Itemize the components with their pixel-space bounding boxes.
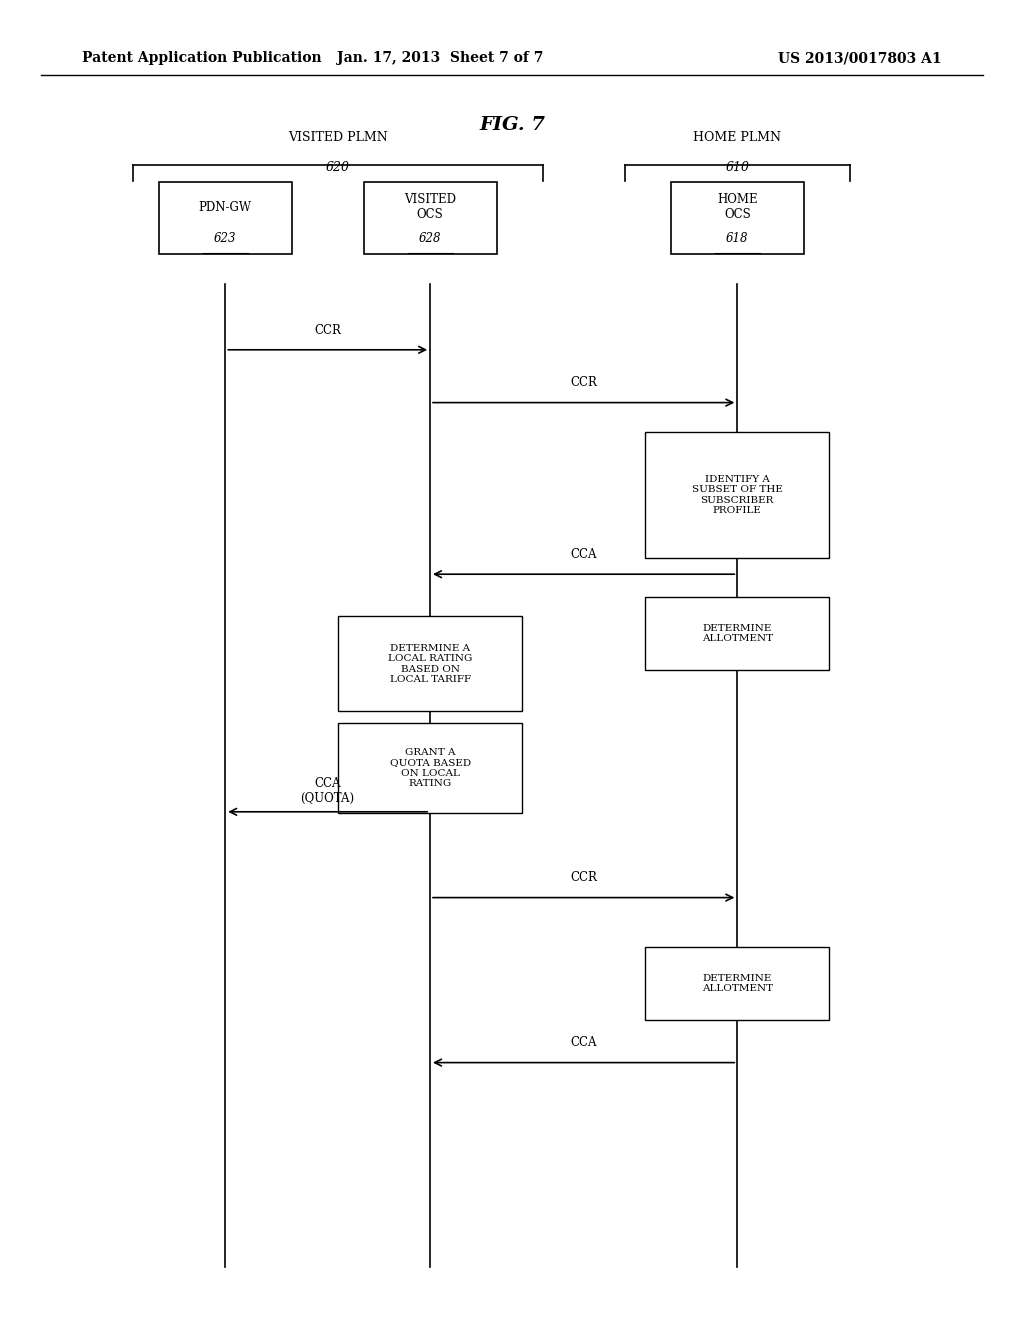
Text: US 2013/0017803 A1: US 2013/0017803 A1: [778, 51, 942, 65]
Text: DETERMINE
ALLOTMENT: DETERMINE ALLOTMENT: [701, 624, 773, 643]
Text: 618: 618: [726, 232, 749, 246]
Text: Patent Application Publication: Patent Application Publication: [82, 51, 322, 65]
Text: IDENTIFY A
SUBSET OF THE
SUBSCRIBER
PROFILE: IDENTIFY A SUBSET OF THE SUBSCRIBER PROF…: [692, 475, 782, 515]
Text: 620: 620: [326, 161, 350, 174]
Text: CCR: CCR: [570, 376, 597, 389]
Text: GRANT A
QUOTA BASED
ON LOCAL
RATING: GRANT A QUOTA BASED ON LOCAL RATING: [389, 748, 471, 788]
FancyBboxPatch shape: [159, 181, 292, 253]
FancyBboxPatch shape: [645, 948, 829, 1019]
Text: CCA: CCA: [570, 1036, 597, 1049]
Text: HOME PLMN: HOME PLMN: [693, 131, 781, 144]
FancyBboxPatch shape: [645, 597, 829, 671]
FancyBboxPatch shape: [338, 723, 522, 813]
Text: VISITED PLMN: VISITED PLMN: [288, 131, 388, 144]
Text: 610: 610: [725, 161, 750, 174]
FancyBboxPatch shape: [671, 181, 804, 253]
Text: 628: 628: [419, 232, 441, 246]
FancyBboxPatch shape: [364, 181, 497, 253]
Text: CCR: CCR: [314, 323, 341, 337]
FancyBboxPatch shape: [338, 616, 522, 711]
FancyBboxPatch shape: [645, 433, 829, 557]
Text: FIG. 7: FIG. 7: [479, 116, 545, 135]
Text: CCA: CCA: [570, 548, 597, 561]
Text: CCR: CCR: [570, 871, 597, 884]
Text: DETERMINE
ALLOTMENT: DETERMINE ALLOTMENT: [701, 974, 773, 993]
Text: VISITED
OCS: VISITED OCS: [404, 193, 456, 222]
Text: PDN-GW: PDN-GW: [199, 201, 252, 214]
Text: Jan. 17, 2013  Sheet 7 of 7: Jan. 17, 2013 Sheet 7 of 7: [337, 51, 544, 65]
Text: HOME
OCS: HOME OCS: [717, 193, 758, 222]
Text: 623: 623: [214, 232, 237, 246]
Text: CCA
(QUOTA): CCA (QUOTA): [301, 777, 354, 805]
Text: DETERMINE A
LOCAL RATING
BASED ON
LOCAL TARIFF: DETERMINE A LOCAL RATING BASED ON LOCAL …: [388, 644, 472, 684]
